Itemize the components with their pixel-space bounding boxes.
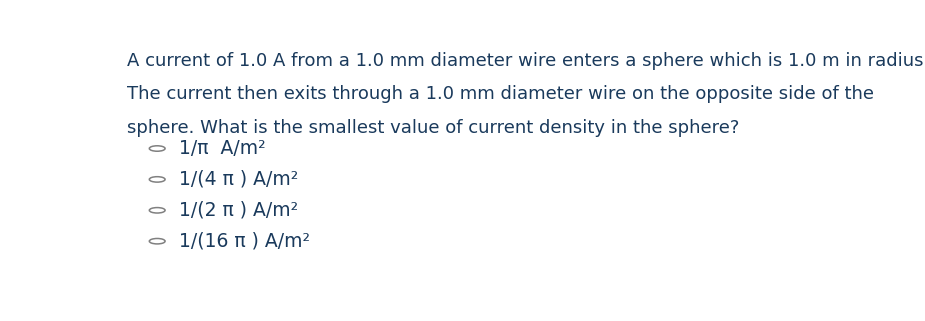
Text: A current of 1.0 A from a 1.0 mm diameter wire enters a sphere which is 1.0 m in: A current of 1.0 A from a 1.0 mm diamete…	[127, 52, 925, 70]
Text: 1/(2 π ) A/m²: 1/(2 π ) A/m²	[179, 201, 298, 220]
Text: 1/π  A/m²: 1/π A/m²	[179, 139, 265, 158]
Text: 1/(16 π ) A/m²: 1/(16 π ) A/m²	[179, 232, 310, 251]
Text: The current then exits through a 1.0 mm diameter wire on the opposite side of th: The current then exits through a 1.0 mm …	[127, 85, 874, 103]
Text: sphere. What is the smallest value of current density in the sphere?: sphere. What is the smallest value of cu…	[127, 119, 739, 137]
Text: 1/(4 π ) A/m²: 1/(4 π ) A/m²	[179, 170, 298, 189]
